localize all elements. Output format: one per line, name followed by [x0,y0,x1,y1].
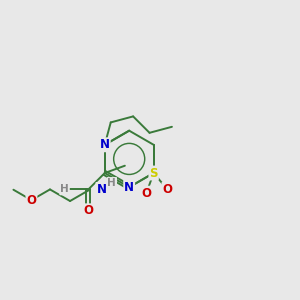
Text: N: N [96,183,106,196]
Text: O: O [83,204,93,217]
Text: H: H [107,178,116,188]
Text: O: O [141,187,151,200]
Text: H: H [60,184,69,194]
Text: S: S [149,167,158,179]
Text: N: N [124,181,134,194]
Text: O: O [162,183,172,196]
Text: N: N [100,138,110,151]
Text: O: O [26,194,36,207]
